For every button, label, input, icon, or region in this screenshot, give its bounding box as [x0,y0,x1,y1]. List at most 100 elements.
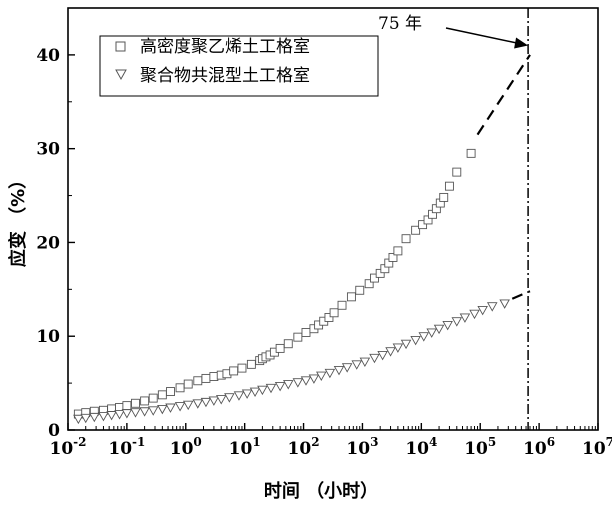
data-point-triangle [208,396,220,406]
series-2 [73,290,531,425]
data-point-square [452,167,462,177]
data-point-triangle [359,357,371,367]
data-point-triangle [451,317,463,327]
data-point-square [364,279,374,289]
data-point-triangle [292,378,304,388]
data-point-square [131,398,140,408]
data-point-triangle [192,399,204,409]
data-point-triangle [89,412,100,423]
annotation-75-years-label: 75 年 [378,14,422,34]
x-tick-label: 101 [229,435,261,459]
legend-label-polymer-blend: 聚合物共混型土工格室 [140,66,310,86]
data-point-triangle [333,366,345,376]
data-point-triangle [499,299,510,309]
data-point-triangle [174,402,186,412]
data-point-triangle [165,403,176,413]
y-axis-title: 应变 （%） [7,171,29,267]
data-point-square [370,273,379,283]
x-tick-label: 105 [464,435,496,459]
x-tick-label: 10-2 [49,435,86,459]
data-point-triangle [114,410,125,420]
data-point-triangle [98,411,109,422]
y-axis-ticks: 0 10 20 30 40 [36,46,75,441]
annotation-75-years: 75 年 [378,14,529,49]
data-point-triangle [442,321,453,331]
data-point-triangle [130,408,141,418]
data-point-triangle [392,343,404,353]
data-point-triangle [477,306,488,316]
data-point-square [401,234,411,244]
data-point-triangle [241,389,253,399]
data-point-square [166,387,175,397]
legend-marker-square [115,41,126,52]
data-point-triangle [233,391,245,401]
data-point-square [337,300,347,310]
x-tick-label: 107 [582,435,612,459]
x-tick-label: 100 [170,435,202,459]
data-point-triangle [351,360,363,370]
data-point-triangle [377,351,388,361]
x-tick-label: 103 [346,435,378,459]
data-point-square [193,376,203,386]
data-point-square [324,313,334,322]
x-axis-ticks: 10-2 10-1 100 101 102 103 104 105 106 107 [49,423,612,459]
data-point-triangle [121,409,133,419]
x-tick-label: 104 [405,435,437,459]
data-point-triangle [308,374,320,384]
legend: 高密度聚乙烯土工格室 聚合物共混型土工格室 [99,35,379,97]
data-point-square [148,393,158,403]
data-point-triangle [257,385,268,396]
data-point-triangle [300,376,312,386]
plot-content [73,8,531,430]
data-point-square [157,390,167,400]
data-point-triangle [106,411,117,421]
data-point-triangle [215,395,227,405]
data-point-triangle [418,332,430,342]
x-axis-title: 时间 （小时） [264,481,378,502]
data-point-square [293,332,303,342]
data-point-square [201,373,211,383]
data-point-triangle [369,353,380,364]
data-point-triangle [400,339,412,350]
data-point-square [183,379,193,389]
data-point-triangle [316,371,327,382]
y-tick-label: 0 [48,421,60,441]
data-point-triangle [469,309,480,320]
data-point-triangle [224,393,235,403]
extrapolation-line [511,290,531,300]
data-point-triangle [200,397,212,408]
plot-frame [67,7,599,431]
data-point-square [175,383,185,393]
data-point-triangle [182,400,194,411]
data-point-square [411,225,421,235]
y-tick-label: 20 [36,233,60,253]
legend-marker-triangle [115,69,127,81]
data-point-triangle [265,383,277,394]
data-point-square [418,220,428,230]
data-point-triangle [324,368,336,379]
x-tick-label: 106 [523,435,555,459]
data-point-square [329,308,339,318]
data-point-square [439,192,449,202]
data-point-square [275,343,285,353]
data-point-square [355,285,365,295]
extrapolation-line [476,54,531,136]
data-point-square [237,363,247,373]
series-1 [73,54,531,419]
data-point-square [388,252,398,262]
data-point-triangle [459,313,471,323]
y-tick-label: 10 [36,327,60,347]
data-point-square [246,359,256,369]
data-point-triangle [139,407,150,417]
data-point-square [466,148,476,158]
y-tick-label: 30 [36,140,60,160]
data-point-triangle [426,328,437,338]
x-tick-label: 102 [288,435,320,459]
data-point-square [140,396,150,406]
annotation-arrowhead [514,37,529,49]
data-point-square [122,401,132,411]
data-point-triangle [486,302,498,312]
data-point-square [283,339,293,349]
data-point-square [346,292,356,302]
